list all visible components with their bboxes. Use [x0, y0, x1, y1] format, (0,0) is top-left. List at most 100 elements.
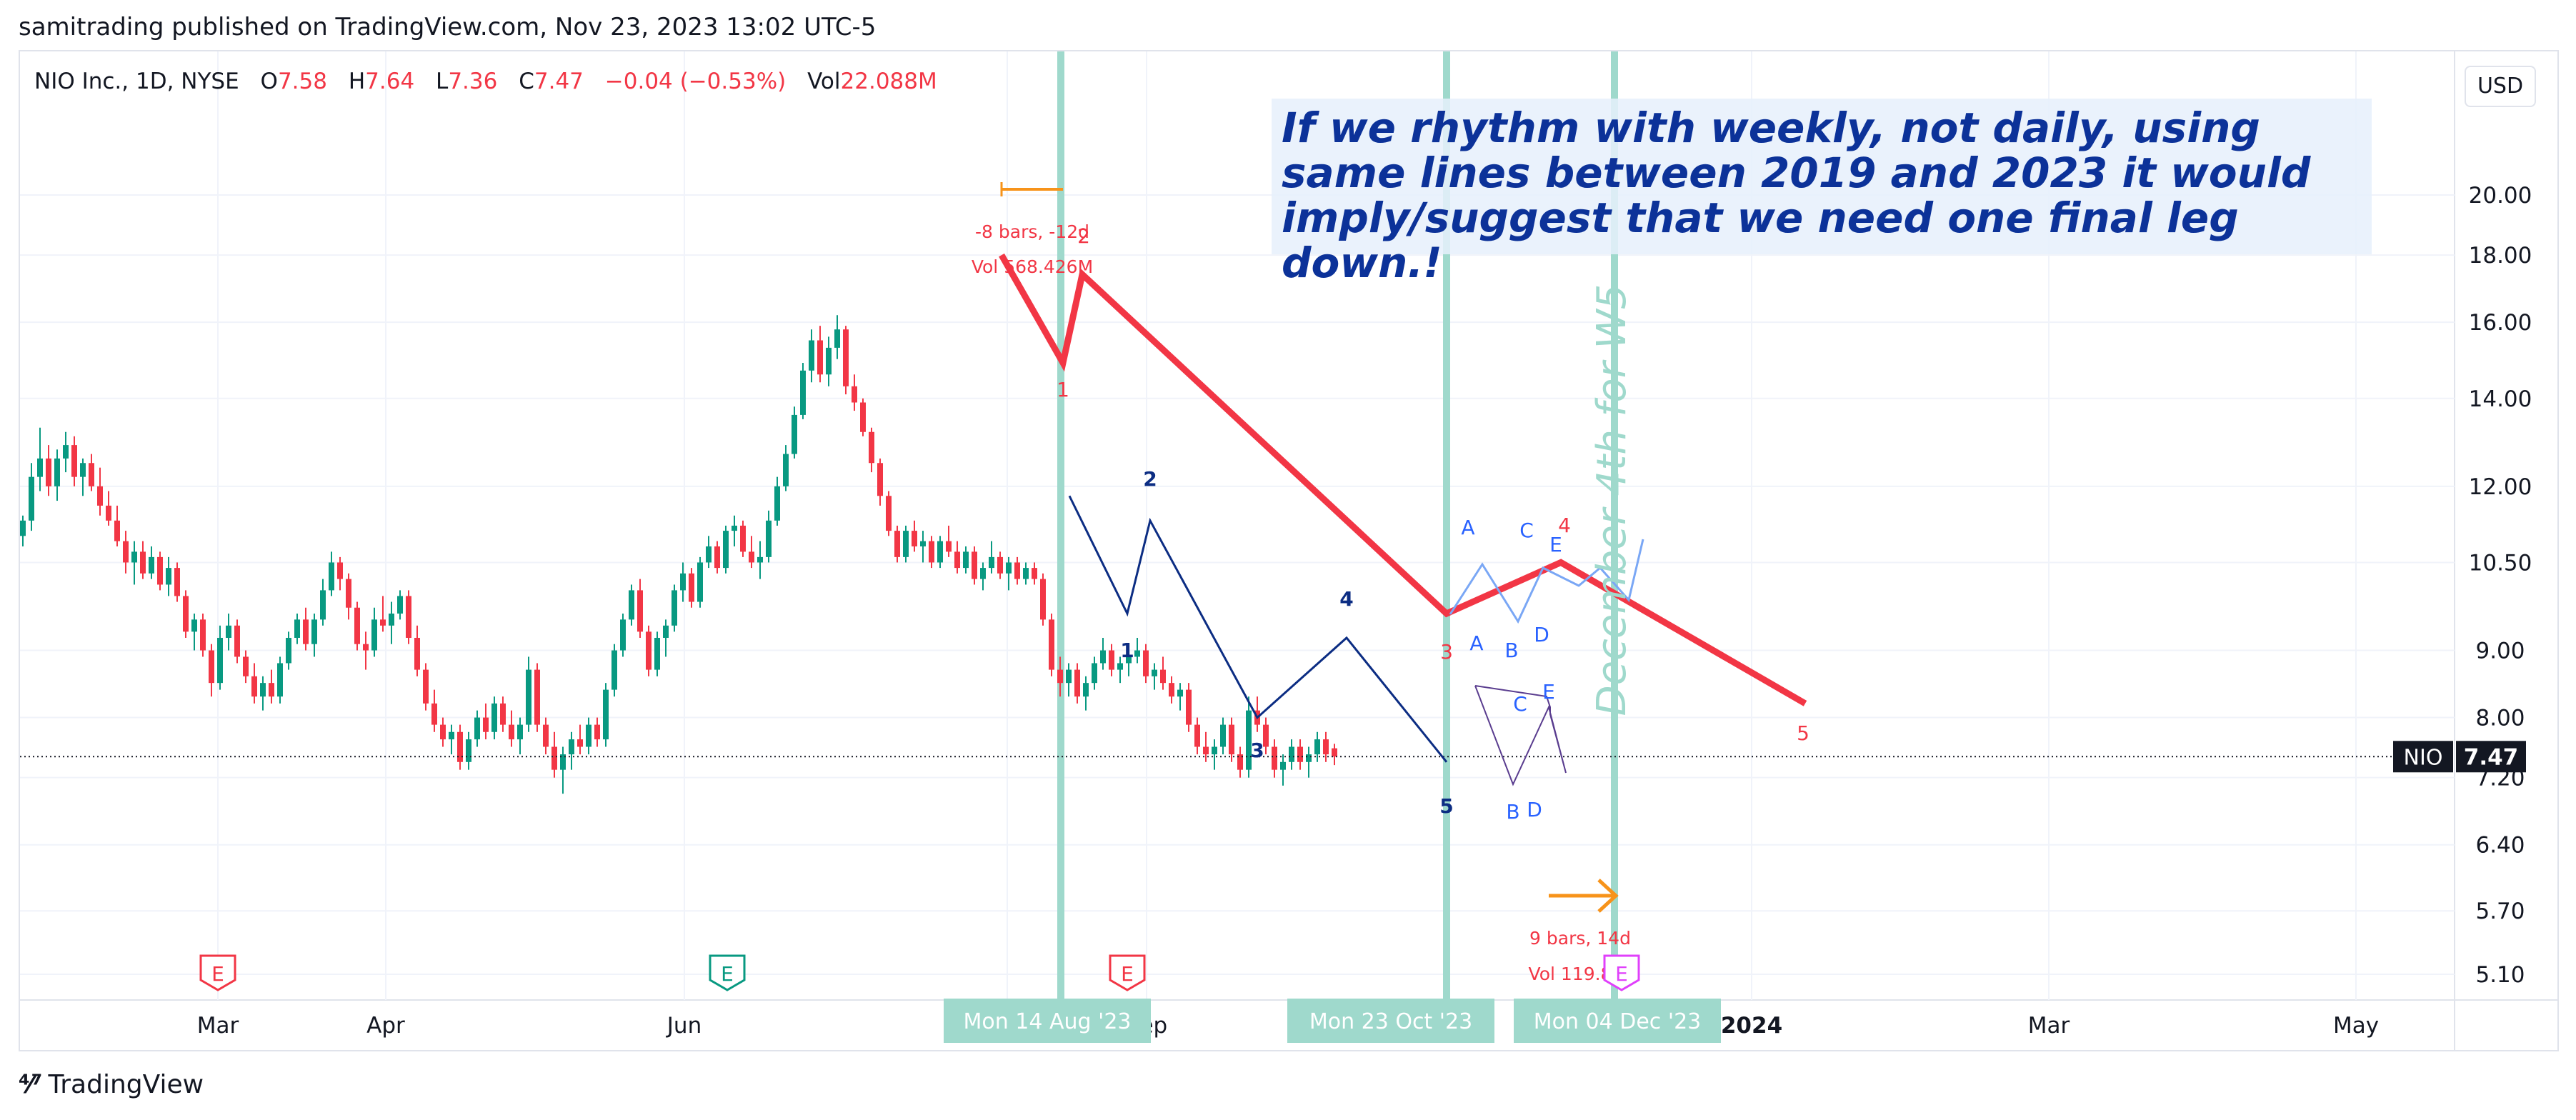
- currency-button[interactable]: USD: [2465, 66, 2536, 107]
- candle-body: [757, 556, 763, 563]
- candle-body: [1100, 650, 1106, 664]
- candle-body: [286, 637, 291, 664]
- change-value: −0.04 (−0.53%): [604, 69, 787, 94]
- candle-body: [1272, 746, 1277, 770]
- candle-body: [1014, 562, 1020, 579]
- date-label-bg: [1514, 999, 1721, 1043]
- abc-low-label: E: [1542, 680, 1555, 704]
- low-value: 7.36: [448, 69, 498, 94]
- candle-body: [423, 669, 429, 704]
- annotation-note[interactable]: If we rhythm with weekly, not daily, usi…: [1272, 99, 2372, 286]
- symbol-tag-label: NIO: [2404, 745, 2443, 770]
- candle-body: [869, 431, 874, 464]
- y-tick-label: 18.00: [2469, 243, 2532, 269]
- candle-body: [29, 476, 34, 521]
- red-wave-label: 5: [1797, 721, 1809, 745]
- earnings-marker-label: E: [1615, 962, 1628, 986]
- candle-body: [37, 458, 43, 477]
- footer-brand[interactable]: ⁴⁄⁷ TradingView: [19, 1070, 204, 1099]
- navy-wave-label: 2: [1143, 467, 1157, 491]
- candle-body: [226, 625, 231, 638]
- candle-body: [1066, 669, 1072, 684]
- chart-frame: [19, 50, 2559, 1051]
- y-tick-label: 16.00: [2469, 310, 2532, 336]
- candle-body: [611, 650, 617, 690]
- y-tick-label: 14.00: [2469, 386, 2532, 412]
- measure-top-bars: -8 bars, -12d: [975, 221, 1089, 242]
- last-price-label: 7.47: [2464, 744, 2519, 770]
- candle-body: [1083, 683, 1089, 697]
- red-wave-label: 1: [1057, 378, 1069, 401]
- candle-body: [972, 551, 977, 579]
- candle-body: [1237, 754, 1243, 770]
- tradingview-logo-icon: ⁴⁄⁷: [19, 1070, 43, 1099]
- candle-body: [577, 739, 583, 747]
- candle-body: [440, 724, 446, 740]
- brand-label: TradingView: [48, 1070, 204, 1099]
- measure-bottom-bars: 9 bars, 14d: [1529, 928, 1631, 949]
- candle-body: [1229, 724, 1234, 755]
- candle-body: [414, 637, 420, 670]
- candle-body: [277, 663, 283, 697]
- candle-body: [534, 669, 540, 725]
- candle-body: [431, 703, 437, 725]
- y-tick-label: 5.10: [2475, 962, 2525, 988]
- earnings-marker-label: E: [1121, 962, 1134, 986]
- candle-body: [114, 520, 120, 541]
- published-header: samitrading published on TradingView.com…: [19, 13, 877, 41]
- candle-body: [834, 329, 840, 348]
- candle-body: [689, 573, 694, 602]
- candle-body: [1220, 724, 1226, 747]
- candle-body: [654, 637, 660, 670]
- volume-value: 22.088M: [840, 69, 937, 94]
- measure-bottom-arrowhead: [1597, 879, 1619, 913]
- candle-body: [449, 731, 454, 740]
- candle-body: [157, 556, 163, 585]
- candle-body: [1297, 746, 1303, 762]
- candle-body: [311, 619, 317, 644]
- candle-body: [363, 644, 369, 651]
- candle-body: [217, 637, 223, 684]
- candle-body: [989, 556, 994, 569]
- candle-body: [354, 607, 360, 644]
- candle-body: [63, 445, 69, 459]
- red-wave-label: 4: [1558, 514, 1571, 537]
- candle-body: [1126, 656, 1132, 664]
- y-tick-label: 5.70: [2475, 899, 2525, 924]
- candle-body: [149, 556, 154, 574]
- candle-body: [294, 619, 300, 638]
- x-tick-label: Mar: [2028, 1013, 2070, 1039]
- candle-body: [1032, 568, 1037, 579]
- candle-body: [620, 619, 626, 651]
- candle-body: [1049, 619, 1054, 670]
- y-tick-label: 9.00: [2475, 639, 2525, 664]
- date-label: Mon 04 Dec '23: [1534, 1009, 1702, 1034]
- candle-body: [1306, 754, 1312, 762]
- vertical-note: December 4th for W5: [1589, 284, 1635, 716]
- candle-body: [1246, 710, 1252, 770]
- candle-body: [483, 717, 489, 732]
- candle-body: [697, 562, 703, 602]
- candle-body: [946, 541, 952, 552]
- candle-body: [1152, 669, 1157, 676]
- ohlc-legend: NIO Inc., 1D, NYSE O7.58 H7.64 L7.36 C7.…: [34, 69, 952, 94]
- abc-mid-label: B: [1504, 639, 1518, 662]
- candle-body: [329, 562, 334, 591]
- earnings-marker-icon: [1603, 954, 1640, 991]
- candle-body: [551, 746, 557, 770]
- candle-body: [1203, 746, 1209, 755]
- candle-body: [46, 458, 51, 486]
- candle-body: [269, 683, 274, 697]
- candle-body: [929, 541, 934, 563]
- x-tick-label: Apr: [366, 1013, 405, 1039]
- symbol-label[interactable]: NIO Inc., 1D, NYSE: [34, 69, 239, 94]
- candle-body: [586, 724, 591, 747]
- candle-body: [646, 631, 652, 670]
- candle-body: [140, 551, 146, 574]
- candle-body: [1186, 689, 1192, 725]
- y-tick-label: 20.00: [2469, 183, 2532, 209]
- abc-mid-label: A: [1469, 631, 1483, 655]
- earnings-marker-label: E: [211, 962, 224, 986]
- abc-upper-label: C: [1519, 519, 1534, 542]
